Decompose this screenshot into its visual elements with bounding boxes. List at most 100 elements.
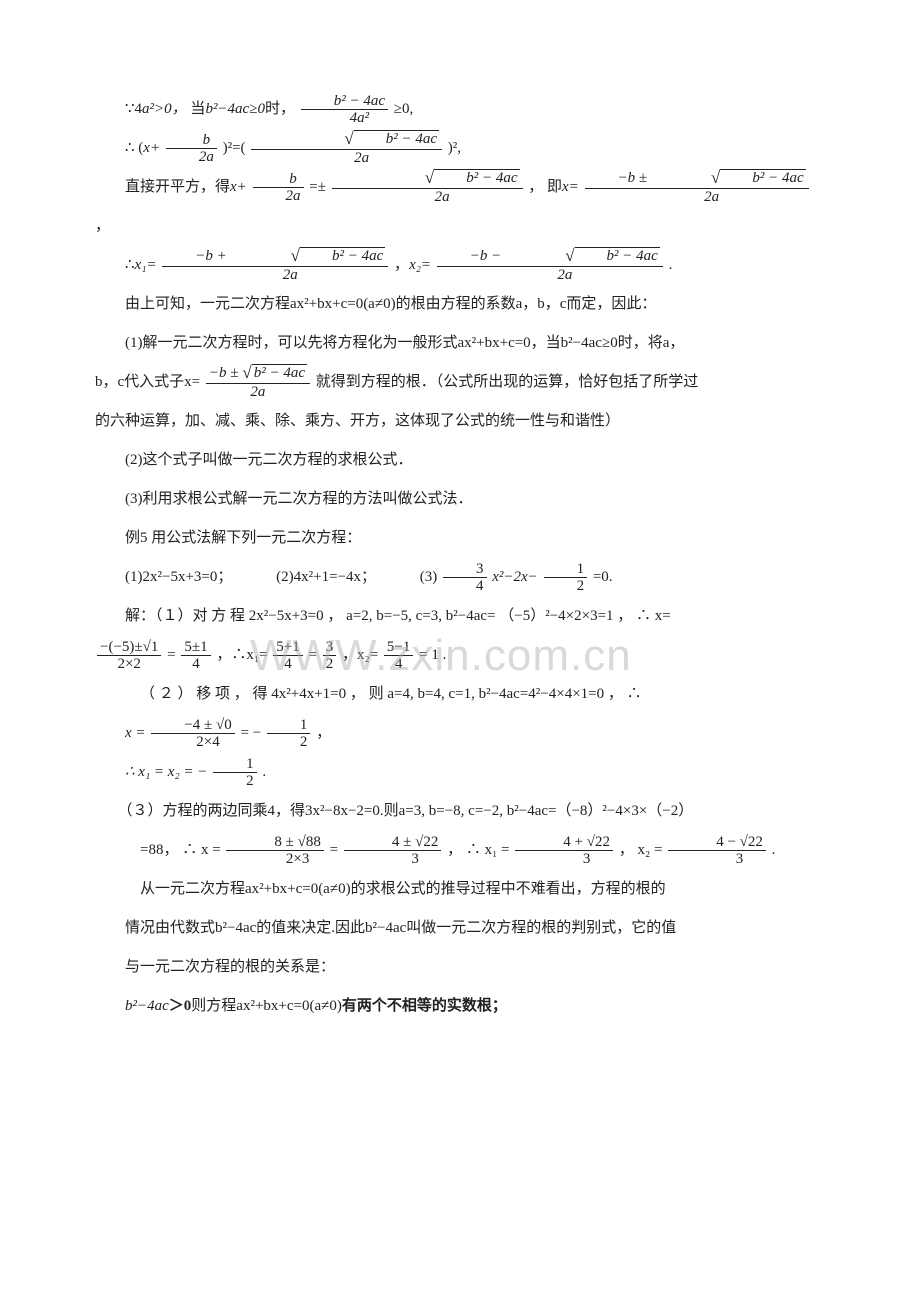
l13-mid: ， ∴ x₁ =: [447, 842, 513, 858]
line-9: 例5 用公式法解下列一元二次方程：: [95, 519, 825, 558]
l10-f1: 3 4: [443, 561, 487, 595]
l10-f2-n: 1: [544, 561, 588, 579]
l12-cf: 1 2: [213, 756, 257, 790]
l10-f1-d: 4: [443, 578, 487, 595]
l2-f2-den: 2a: [354, 150, 369, 166]
line-14a: 从一元二次方程ax²+bx+c=0(a≠0)的求根公式的推导过程中不难看出，方程…: [95, 870, 825, 909]
line-7: (2)这个式子叫做一元二次方程的求根公式．: [95, 441, 825, 480]
l13-f1-d: 2×3: [226, 851, 323, 868]
l13-b-pre: =88， ∴ x =: [140, 842, 224, 858]
l13-f1: 8 ± √88 2×3: [226, 834, 323, 868]
l4-x2: x₂=: [409, 257, 431, 273]
l2-f1-den: 2a: [199, 149, 214, 165]
l2-x: x+: [143, 140, 160, 156]
l1-frac-num: b² − 4ac: [301, 93, 388, 111]
l4-mid: ，: [394, 257, 409, 273]
l10-c-mid: x²−2x−: [492, 569, 538, 585]
line-12b: x = −4 ± √0 2×4 = − 1 2 ，: [95, 714, 825, 753]
l11-f5-n: 5−1: [384, 639, 413, 657]
l3-sqrt2-body: b² − 4ac: [752, 170, 803, 186]
l4-tail: .: [669, 257, 673, 273]
l12-f2: 1 2: [267, 717, 311, 751]
l10-b: (2)4x²+1=−4x；: [276, 569, 376, 585]
l12-f2-n: 1: [267, 717, 311, 735]
line-11b: −(−5)±√1 2×2 = 5±1 4 ，∴x₁= 5+1 4 = 3 2 ，…: [95, 636, 825, 675]
l2-f1-num: b: [203, 132, 211, 148]
l12-cf-d: 2: [213, 773, 257, 790]
l12-b-pre: x =: [125, 725, 149, 741]
line-2: ∴ (x+ b 2a )²=( √b² − 4ac 2a )²,: [95, 129, 825, 168]
l11-f4-n: 3: [323, 639, 337, 657]
line-5: 由上可知，一元二次方程ax²+bx+c=0(a≠0)的根由方程的系数a，b，c而…: [95, 285, 825, 324]
line-6b: b，c代入式子x= −b ± √b² − 4ac 2a 就得到方程的根．（公式所…: [95, 363, 825, 402]
l3-f1-den: 2a: [286, 188, 301, 204]
l13-f2: 4 ± √22 3: [344, 834, 441, 868]
l2-frac2: √b² − 4ac 2a: [251, 130, 442, 166]
l12-mid: = −: [240, 725, 261, 741]
line-14c: 与一元二次方程的根的关系是：: [95, 948, 825, 987]
l4-sqrt1: √b² − 4ac: [231, 247, 386, 266]
l11-f4: 3 2: [323, 639, 337, 673]
l1-frac-den-t: 4a²: [350, 110, 370, 126]
l4-sqrt2: √b² − 4ac: [505, 247, 660, 266]
l11-tail: = 1 .: [419, 647, 446, 663]
l4-f2: −b − √b² − 4ac 2a: [437, 247, 663, 283]
l6-b-pre: b，c代入式子x=: [95, 374, 200, 390]
l11-f1-d: 2×2: [97, 656, 161, 673]
l3-tail: ，: [95, 218, 110, 234]
l11-f3-d: 4: [273, 656, 302, 673]
l11-mid2: ，x₂=: [342, 647, 378, 663]
l3-f3-pre: −b ±: [618, 170, 651, 186]
l4-x1: x₁=: [135, 257, 157, 273]
line-10: (1)2x²−5x+3=0； (2)4x²+1=−4x； (3) 3 4 x²−…: [95, 558, 825, 597]
l11-f2: 5±1 4: [181, 639, 210, 673]
line-14b: 情况由代数式b²−4ac的值来决定.因此b²−4ac叫做一元二次方程的根的判别式…: [95, 909, 825, 948]
l1-pre: ∵4: [125, 101, 142, 117]
l13-f3: 4 + √22 3: [515, 834, 613, 868]
l11-f2-d: 4: [181, 656, 210, 673]
l4-sqrt2-b: b² − 4ac: [607, 248, 658, 264]
line-12a: （ ２ ） 移 项 ， 得 4x²+4x+1=0 ， 则 a=4, b=4, c…: [95, 675, 825, 714]
l2-mid2: )²,: [448, 140, 461, 156]
l1-a2: a²>0，: [142, 101, 187, 117]
l12-f1: −4 ± √0 2×4: [151, 717, 234, 751]
l12-f1-d: 2×4: [151, 734, 234, 751]
l13-mid2: ， x₂ =: [619, 842, 666, 858]
line-6c: 的六种运算，加、减、乘、除、乘方、开方，这体现了公式的统一性与和谐性）: [95, 402, 825, 441]
l11-f3: 5+1 4: [273, 639, 302, 673]
l13-f4: 4 − √22 3: [668, 834, 766, 868]
l10-a: (1)2x²−5x+3=0；: [125, 569, 232, 585]
l3-sqrt-body: b² − 4ac: [466, 170, 517, 186]
l11-f5-d: 4: [384, 656, 413, 673]
l1-frac-den: 4a²: [301, 110, 388, 127]
l1-b2: b²−4ac≥0: [205, 101, 265, 117]
l11-f1: −(−5)±√1 2×2: [97, 639, 161, 673]
l10-f2-d: 2: [544, 578, 588, 595]
l3-f3: −b ± √b² − 4ac 2a: [585, 169, 809, 205]
l13-f4-d: 3: [668, 851, 766, 868]
l3-mid: ， 即: [528, 179, 562, 195]
line-8: (3)利用求根公式解一元二次方程的方法叫做公式法．: [95, 480, 825, 519]
l4-f1: −b + √b² − 4ac 2a: [162, 247, 388, 283]
l13-f3-d: 3: [515, 851, 613, 868]
l11-f1-n: −(−5)±√1: [97, 639, 161, 657]
l1-frac-num-t: b² − 4ac: [334, 93, 385, 109]
l12-c-pre: ∴ x₁ = x₂ = −: [125, 764, 207, 780]
l3-f1: b 2a: [253, 171, 304, 205]
l3-eq: =±: [309, 179, 326, 195]
l3-f1-num: b: [289, 171, 297, 187]
l13-f1-n: 8 ± √88: [226, 834, 323, 852]
line-4: ∴x₁= −b + √b² − 4ac 2a ，x₂= −b − √b² − 4…: [95, 246, 825, 285]
l10-f1-n: 3: [443, 561, 487, 579]
line-13b: =88， ∴ x = 8 ± √88 2×3 = 4 ± √22 3 ， ∴ x…: [95, 831, 825, 870]
l15-bold1: ＞0: [169, 998, 192, 1014]
line-15: b²−4ac＞0则方程ax²+bx+c=0(a≠0)有两个不相等的实数根；: [95, 987, 825, 1026]
line-6a: (1)解一元二次方程时，可以先将方程化为一般形式ax²+bx+c=0，当b²−4…: [95, 324, 825, 363]
l4-sqrt1-b: b² − 4ac: [332, 248, 383, 264]
l13-eq: =: [330, 842, 342, 858]
l12-tail: ，: [316, 725, 331, 741]
l13-tail: .: [772, 842, 776, 858]
line-3: 直接开平方，得x+ b 2a =± √b² − 4ac 2a ， 即x= −b …: [95, 168, 825, 246]
l11-f2-n: 5±1: [181, 639, 210, 657]
l6-sqrt: √b² − 4ac: [242, 364, 307, 383]
